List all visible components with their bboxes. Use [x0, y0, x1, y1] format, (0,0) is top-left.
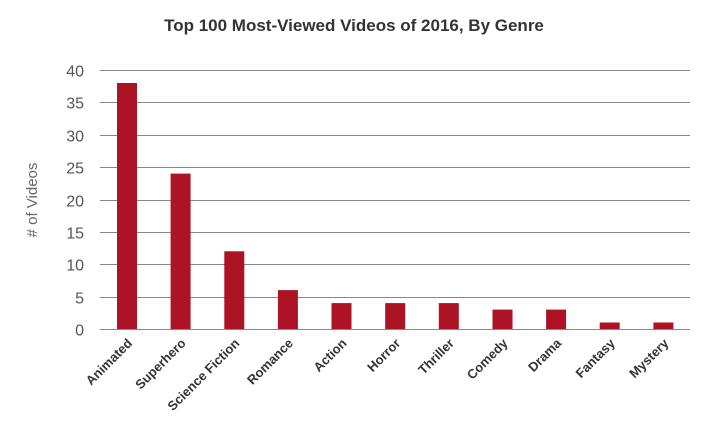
x-tick-label: Fantasy: [572, 335, 618, 381]
y-tick-label: 25: [66, 161, 84, 178]
bar-romance: [277, 290, 298, 329]
x-tick-label: Horror: [364, 336, 403, 375]
x-tick-label: Drama: [525, 335, 565, 375]
bar-mystery: [653, 322, 674, 329]
bar-action: [331, 303, 352, 329]
y-tick-label: 10: [66, 258, 84, 275]
bar-thriller: [438, 303, 459, 329]
bar-science-fiction: [224, 251, 245, 329]
x-tick-label: Superhero: [132, 335, 189, 392]
chart-title: Top 100 Most-Viewed Videos of 2016, By G…: [164, 16, 544, 35]
y-tick-label: 0: [75, 323, 84, 340]
y-axis-label: # of Videos: [24, 163, 41, 238]
x-tick-label: Action: [310, 335, 349, 374]
bar-comedy: [492, 309, 513, 329]
y-tick-label: 30: [66, 129, 84, 146]
gridlines: [100, 70, 690, 330]
x-tick-label: Comedy: [464, 335, 511, 382]
y-tick-label: 35: [66, 96, 84, 113]
x-tick-label: Romance: [244, 336, 296, 388]
x-tick-label: Animated: [83, 335, 136, 388]
bars: [117, 83, 674, 329]
x-tick-label: Mystery: [626, 335, 672, 381]
y-tick-label: 20: [66, 194, 84, 211]
y-axis-ticks: 0 5 10 15 20 25 30 35 40: [66, 64, 84, 340]
bar-superhero: [170, 173, 191, 329]
x-tick-label: Thriller: [415, 336, 457, 378]
bar-animated: [117, 83, 137, 329]
bar-horror: [385, 303, 406, 329]
bar-fantasy: [599, 322, 620, 329]
y-tick-label: 5: [75, 291, 84, 308]
y-tick-label: 40: [66, 64, 84, 81]
y-tick-label: 15: [66, 226, 84, 243]
bar-drama: [546, 309, 567, 329]
